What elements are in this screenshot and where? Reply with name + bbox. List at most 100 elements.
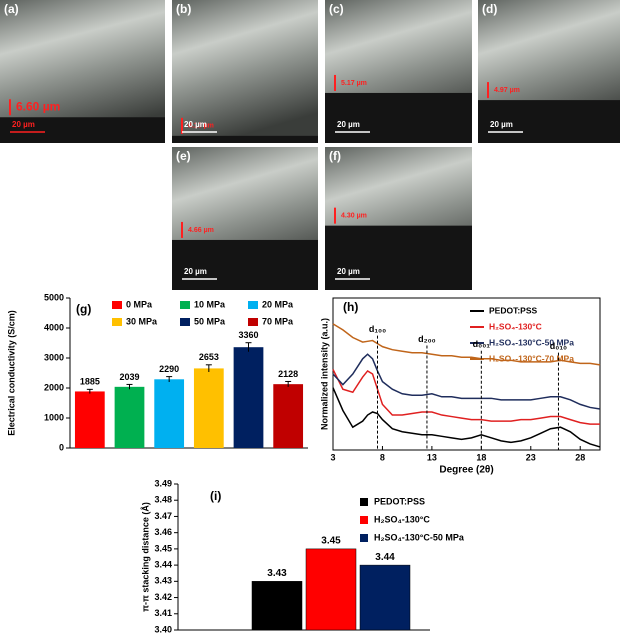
annotation-label: d₀₀₁: [473, 339, 491, 349]
annotation-label: d₂₀₀: [418, 334, 436, 344]
annotation-label: d₁₀₀: [369, 324, 386, 334]
y-tick-label: 3.42: [154, 592, 172, 602]
y-tick-label: 4000: [44, 322, 64, 332]
bar: [74, 391, 105, 448]
value-label: 3.45: [321, 536, 341, 547]
legend-swatch: [248, 301, 258, 309]
legend-label: H₂SO₄-130°C: [489, 321, 542, 331]
sem-substrate: [0, 117, 165, 143]
legend-swatch: [180, 301, 190, 309]
legend-label: 70 MPa: [262, 316, 294, 326]
y-tick-label: 5000: [44, 292, 64, 302]
scale-label: 20 µm: [12, 120, 35, 129]
legend-label: 30 MPa: [126, 316, 158, 326]
legend-label: H₂SO₄-130°C: [374, 514, 430, 524]
legend-label: 20 MPa: [262, 299, 294, 309]
legend-label: PEDOT:PSS: [489, 305, 538, 315]
sem-substrate: [172, 135, 318, 143]
x-tick-label: 23: [526, 452, 536, 462]
line-series: [332, 323, 601, 366]
y-tick-label: 3.40: [154, 624, 172, 634]
sem-substrate: [172, 239, 318, 290]
y-axis-label: Electrical conductivity (S/cm): [6, 310, 16, 436]
y-tick-label: 3.47: [154, 511, 172, 521]
x-tick-label: 13: [427, 452, 437, 462]
legend-swatch: [360, 516, 368, 524]
bar: [154, 379, 185, 448]
panel-label: (c): [329, 2, 344, 16]
y-tick-label: 3.44: [154, 559, 172, 569]
scale-label: 20 µm: [490, 120, 513, 129]
y-tick-label: 3.43: [154, 576, 172, 586]
legend-swatch: [112, 301, 122, 309]
value-label: 2039: [119, 372, 139, 382]
legend-swatch: [180, 318, 190, 326]
line-series: [332, 353, 601, 410]
bar: [359, 564, 411, 631]
value-label: 3360: [238, 330, 258, 340]
legend-label: 10 MPa: [194, 299, 226, 309]
sem-image: [172, 0, 318, 143]
value-label: 3.43: [267, 568, 287, 579]
legend-swatch: [248, 318, 258, 326]
bar: [114, 386, 145, 448]
y-tick-label: 3.46: [154, 527, 172, 537]
value-label: 1885: [80, 377, 100, 387]
y-tick-label: 3.41: [154, 608, 172, 618]
thickness-label: 6.10 µm: [188, 123, 214, 130]
legend-label: PEDOT:PSS: [374, 496, 425, 506]
bar: [193, 368, 224, 448]
bar: [273, 384, 304, 448]
legend-swatch: [360, 498, 368, 506]
thickness-label: 4.66 µm: [188, 227, 214, 234]
y-tick-label: 3.49: [154, 478, 172, 488]
legend-label: H₂SO₄-130°C-50 MPa: [489, 337, 574, 347]
bar: [233, 347, 264, 448]
sem-substrate: [325, 225, 472, 290]
sem-substrate: [325, 92, 472, 143]
legend-label: 50 MPa: [194, 316, 226, 326]
annotation-label: d₀₁₀: [550, 341, 567, 351]
y-axis-label: π-π stacking distance (Å): [140, 502, 150, 612]
panel-label: (a): [4, 2, 19, 16]
y-tick-label: 0: [59, 442, 64, 452]
x-tick-label: 28: [575, 452, 585, 462]
legend-swatch: [360, 534, 368, 542]
legend-label: 0 MPa: [126, 299, 153, 309]
bar: [305, 548, 357, 631]
line-series: [332, 387, 601, 448]
y-axis-label: Normalized intensity (a.u.): [319, 318, 329, 430]
scale-label: 20 µm: [337, 120, 360, 129]
panel-label: (b): [176, 2, 191, 16]
x-tick-label: 3: [330, 452, 335, 462]
y-tick-label: 3000: [44, 352, 64, 362]
y-tick-label: 3.48: [154, 495, 172, 505]
legend-label: H₂SO₄-130°C-50 MPa: [374, 532, 465, 542]
value-label: 2128: [278, 369, 298, 379]
line-series: [332, 369, 600, 425]
legend-label: H₂SO₄-130°C-70 MPa: [489, 353, 574, 363]
x-tick-label: 18: [476, 452, 486, 462]
scale-label: 20 µm: [184, 120, 207, 129]
value-label: 3.44: [375, 552, 395, 563]
y-tick-label: 3.45: [154, 543, 172, 553]
panel-label: (g): [76, 302, 91, 316]
panel-label: (h): [343, 300, 358, 314]
scale-label: 20 µm: [184, 267, 207, 276]
x-tick-label: 8: [380, 452, 385, 462]
value-label: 2653: [199, 352, 219, 362]
y-tick-label: 1000: [44, 412, 64, 422]
panel-label: (d): [482, 2, 497, 16]
legend-swatch: [112, 318, 122, 326]
panel-label: (f): [329, 149, 341, 163]
bar: [251, 581, 303, 631]
sem-substrate: [478, 100, 620, 143]
thickness-label: 4.97 µm: [494, 87, 520, 94]
x-axis-label: Degree (2θ): [439, 465, 493, 476]
thickness-label: 4.30 µm: [341, 212, 367, 219]
value-label: 2290: [159, 364, 179, 374]
scale-label: 20 µm: [337, 267, 360, 276]
thickness-label: 5.17 µm: [341, 80, 367, 87]
panel-label: (i): [210, 489, 221, 503]
